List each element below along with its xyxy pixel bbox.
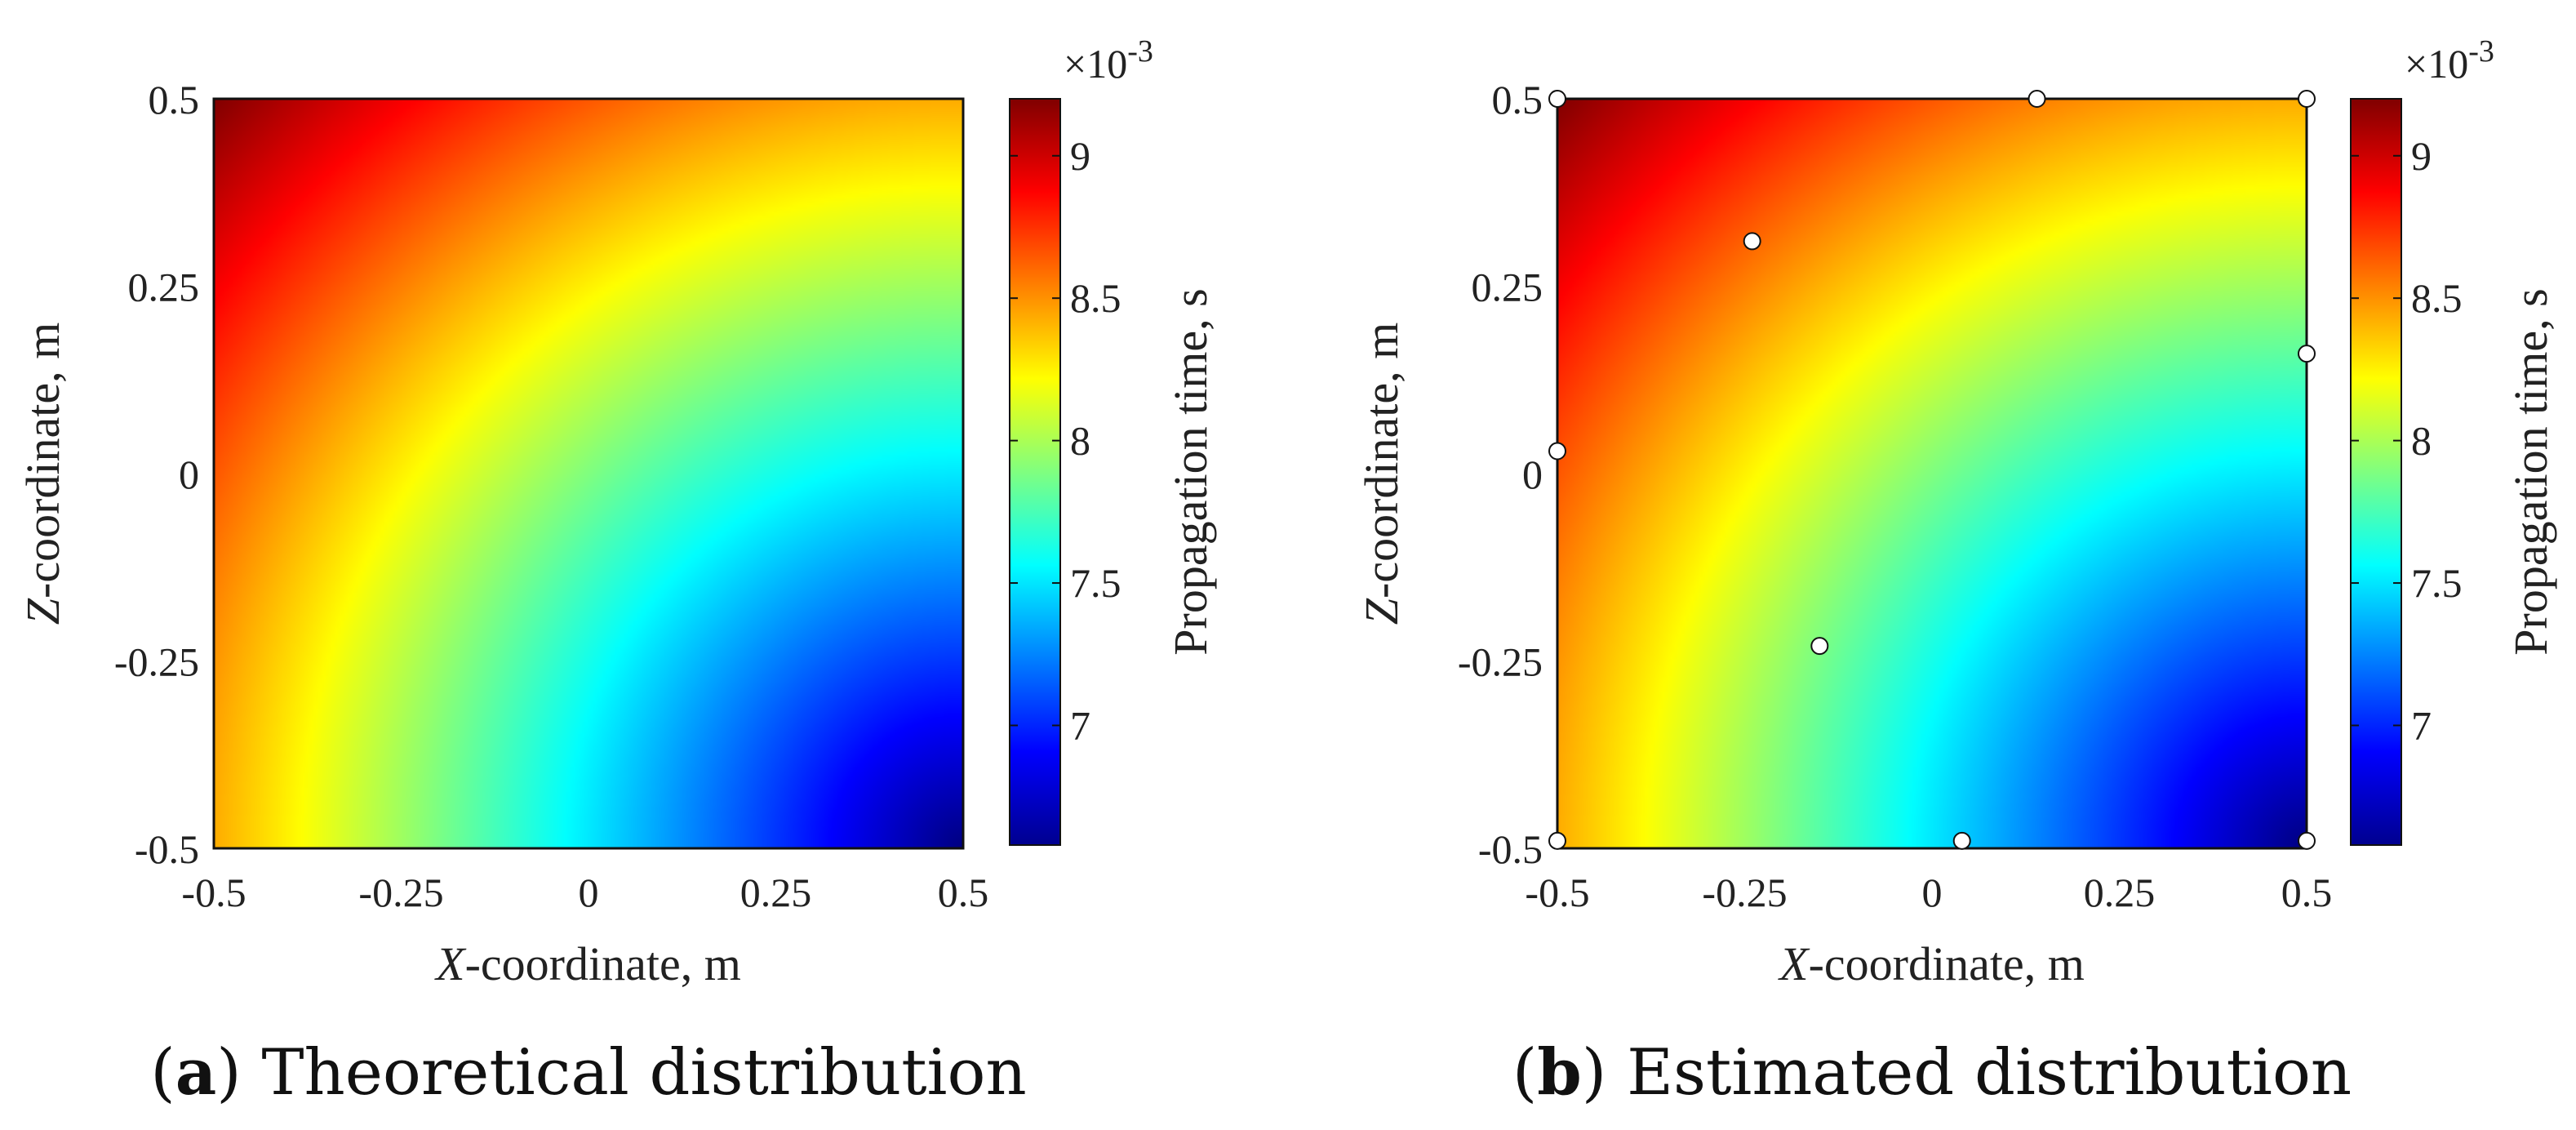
sample-point xyxy=(1952,831,1971,850)
x-tick-label: 0.25 xyxy=(740,870,812,915)
colorbar-tick-label: 7.5 xyxy=(2411,560,2463,606)
colorbar-label-b: Propagation time, s xyxy=(2504,288,2557,655)
heatmap-b xyxy=(1557,99,2307,848)
sample-point xyxy=(1743,232,1761,251)
y-ticks-b: 0.5 0.25 0 -0.25 -0.5 xyxy=(1458,77,1543,872)
x-tick-label: 0.5 xyxy=(2281,870,2333,915)
heatmap-a xyxy=(214,99,963,848)
colorbar-tick-label: 8.5 xyxy=(1070,275,1121,321)
colorbar-b xyxy=(2350,98,2402,846)
colorbar-a xyxy=(1009,98,1061,846)
colorbar-label-a: Propagation time, s xyxy=(1164,288,1217,655)
x-tick-label: -0.25 xyxy=(1702,870,1787,915)
colorbar-ticks-a: 9 8.5 8 7.5 7 xyxy=(1010,133,1121,748)
x-axis-var: X xyxy=(434,937,467,990)
x-tick-label: 0 xyxy=(579,870,599,915)
colorbar-tick-label: 9 xyxy=(2411,133,2432,179)
panel-a: -0.5 -0.25 0 0.25 0.5 0.5 0.25 0 -0.25 -… xyxy=(16,34,1217,990)
x-ticks-b: -0.5 -0.25 0 0.25 0.5 xyxy=(1525,870,2332,915)
colorbar-tick-label: 7 xyxy=(2411,702,2432,748)
colorbar-tick-label: 8 xyxy=(2411,418,2432,464)
x-ticks-a: -0.5 -0.25 0 0.25 0.5 xyxy=(181,870,988,915)
y-axis-var: Z xyxy=(1355,598,1408,625)
y-tick-label: 0.5 xyxy=(1492,77,1543,122)
y-axis-label-a: Z-coordinate, m xyxy=(16,323,69,625)
colorbar-exponent-b: ×10-3 xyxy=(2405,34,2494,87)
sample-point xyxy=(1810,637,1829,656)
plot-frame-a xyxy=(212,97,965,850)
y-tick-label: 0 xyxy=(1522,452,1543,497)
sample-points-b xyxy=(1548,90,2316,850)
x-tick-label: 0.25 xyxy=(2084,870,2156,915)
sample-point xyxy=(2298,831,2316,850)
x-axis-label-a: X-coordinate, m xyxy=(434,937,741,990)
y-tick-label: -0.5 xyxy=(135,826,199,872)
y-axis-label-b: Z-coordinate, m xyxy=(1355,323,1408,625)
x-axis-rest: -coordinate, m xyxy=(1809,937,2085,990)
x-axis-label-b: X-coordinate, m xyxy=(1778,937,2085,990)
panel-b: -0.5 -0.25 0 0.25 0.5 0.5 0.25 0 -0.25 -… xyxy=(1355,34,2557,990)
colorbar-tick-label: 8.5 xyxy=(2411,275,2463,321)
y-tick-label: 0 xyxy=(179,452,199,497)
colorbar-tick-label: 9 xyxy=(1070,133,1090,179)
x-tick-label: -0.5 xyxy=(181,870,246,915)
sample-point xyxy=(2027,90,2046,108)
y-axis-rest: -coordinate, m xyxy=(16,323,69,598)
y-tick-label: 0.25 xyxy=(128,265,200,310)
y-tick-label: 0.25 xyxy=(1472,265,1543,310)
caption-a: (a) Theoretical distribution xyxy=(150,1035,1026,1110)
caption-b: (b) Estimated distribution xyxy=(1512,1035,2352,1110)
colorbar-exponent-a: ×10-3 xyxy=(1064,34,1153,87)
y-tick-label: -0.25 xyxy=(114,639,199,685)
x-tick-label: -0.5 xyxy=(1525,870,1589,915)
sample-point xyxy=(1548,442,1566,460)
y-ticks-a: 0.5 0.25 0 -0.25 -0.5 xyxy=(114,77,199,872)
x-axis-var: X xyxy=(1778,937,1810,990)
y-tick-label: -0.25 xyxy=(1458,639,1543,685)
colorbar-tick-label: 7.5 xyxy=(1070,560,1121,606)
sample-point xyxy=(2298,345,2316,363)
y-axis-rest: -coordinate, m xyxy=(1355,323,1408,598)
x-tick-label: 0.5 xyxy=(938,870,989,915)
colorbar-tick-label: 7 xyxy=(1070,702,1090,748)
sample-point xyxy=(2298,90,2316,108)
plot-frame-b xyxy=(1556,97,2308,850)
sample-point xyxy=(1548,831,1566,850)
sample-point xyxy=(1548,90,1566,108)
colorbar-ticks-b: 9 8.5 8 7.5 7 xyxy=(2351,133,2463,748)
y-tick-label: 0.5 xyxy=(149,77,200,122)
x-axis-rest: -coordinate, m xyxy=(465,937,741,990)
x-tick-label: -0.25 xyxy=(358,870,443,915)
colorbar-tick-label: 8 xyxy=(1070,418,1090,464)
x-tick-label: 0 xyxy=(1922,870,1943,915)
y-tick-label: -0.5 xyxy=(1478,826,1543,872)
y-axis-var: Z xyxy=(16,598,69,625)
